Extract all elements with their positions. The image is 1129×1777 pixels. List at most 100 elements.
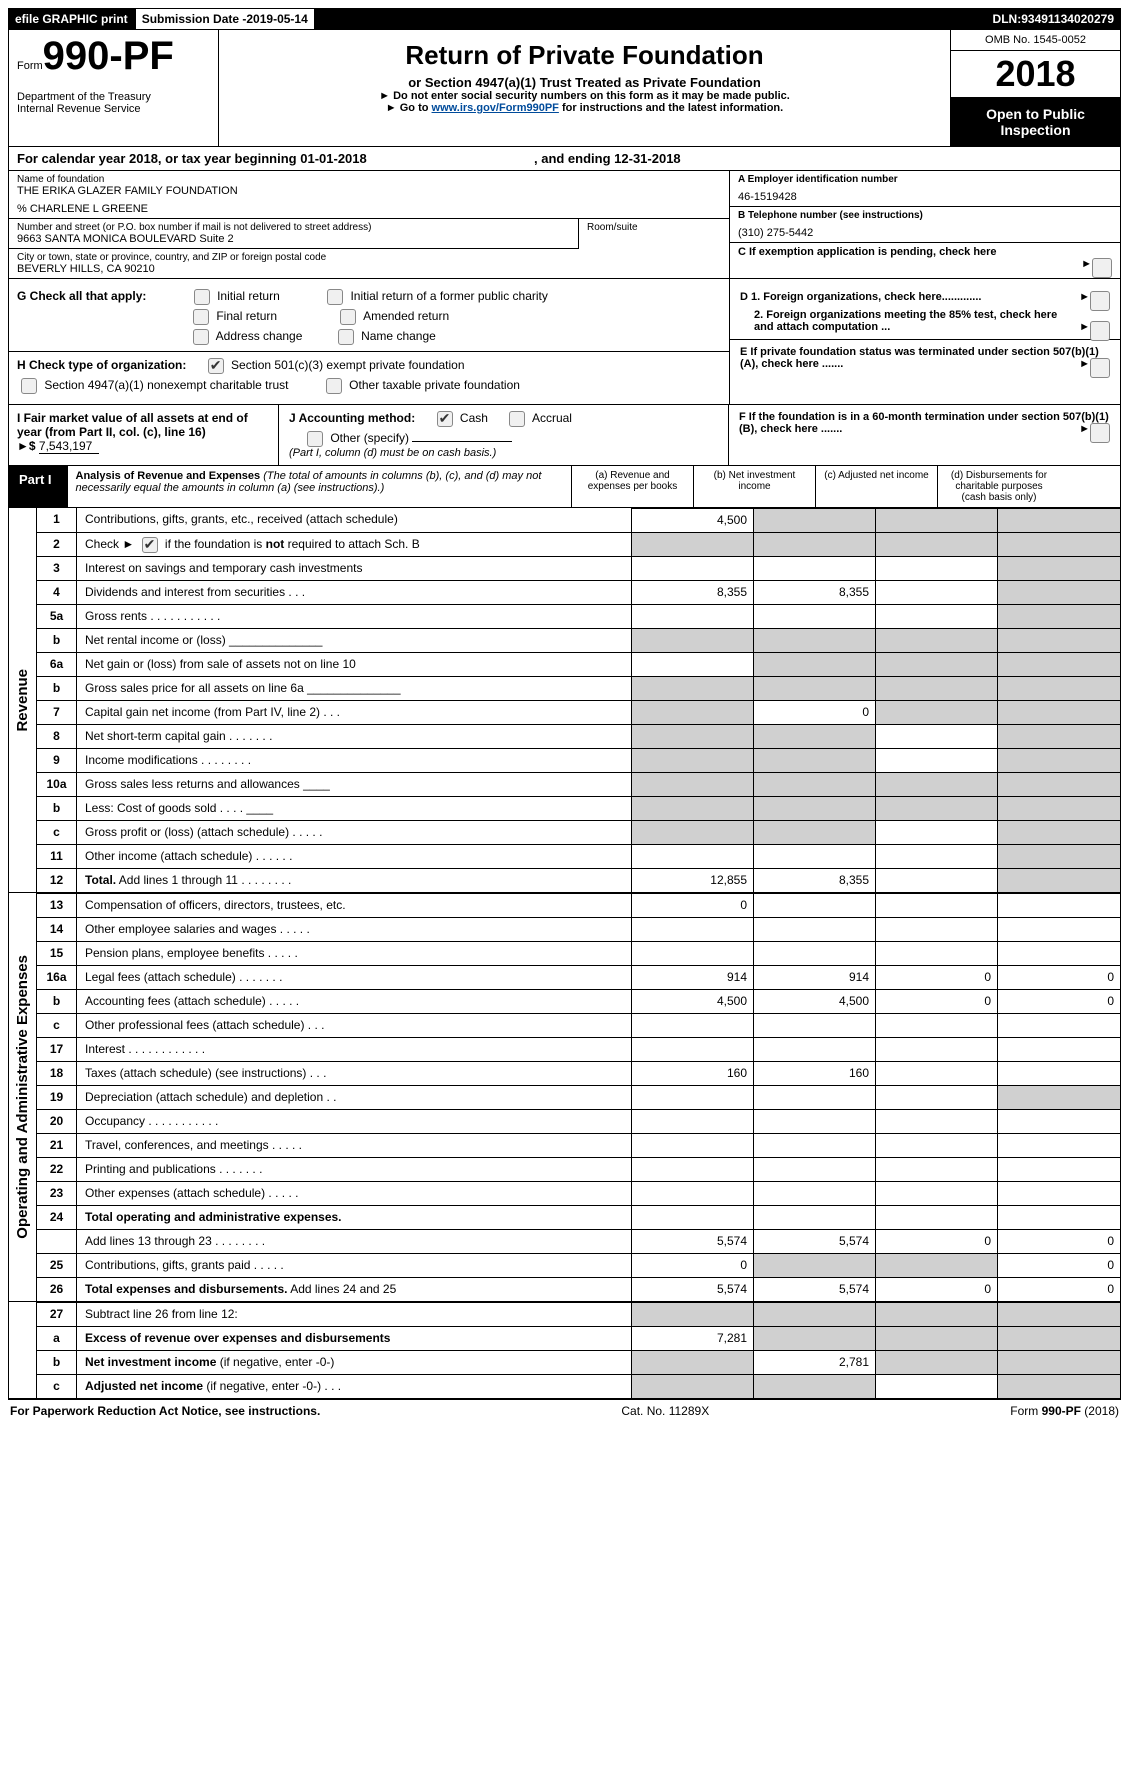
cb-d2[interactable] [1090,321,1110,341]
cb-501c3[interactable] [208,358,224,374]
amount-cell [632,748,754,772]
amount-cell [754,1253,876,1277]
foundation-name-cell: Name of foundation THE ERIKA GLAZER FAMI… [9,171,729,219]
line-desc: Interest . . . . . . . . . . . . [77,1037,632,1061]
amount-cell [998,1181,1120,1205]
cb-name-change[interactable] [338,329,354,345]
address-cell: Number and street (or P.O. box number if… [9,219,579,249]
amount-cell [876,1013,998,1037]
cb-addr-change[interactable] [193,329,209,345]
amount-cell [876,604,998,628]
amount-cell [998,724,1120,748]
amount-cell [998,844,1120,868]
amount-cell [632,844,754,868]
line-desc: Total. Add lines 1 through 11 . . . . . … [77,868,632,892]
line-desc: Excess of revenue over expenses and disb… [77,1326,632,1350]
amount-cell: 160 [632,1061,754,1085]
amount-cell [998,868,1120,892]
amount-cell [632,1157,754,1181]
cb-final[interactable] [193,309,209,325]
irs-link[interactable]: www.irs.gov/Form990PF [432,102,559,114]
amount-cell [632,772,754,796]
amount-cell [998,508,1120,532]
amount-cell: 5,574 [632,1229,754,1253]
amount-cell [998,1157,1120,1181]
line-desc: Gross sales less returns and allowances … [77,772,632,796]
amount-cell [632,820,754,844]
amount-cell [632,1085,754,1109]
cb-d1[interactable] [1090,291,1110,311]
cb-e[interactable] [1090,358,1110,378]
cb-f[interactable] [1090,423,1110,443]
amount-cell [876,1326,998,1350]
amount-cell [876,652,998,676]
amount-cell: 0 [876,989,998,1013]
amount-cell [754,1037,876,1061]
amount-cell [754,1085,876,1109]
table-row: 11Other income (attach schedule) . . . .… [37,844,1120,868]
line-number: b [37,796,77,820]
line-desc: Accounting fees (attach schedule) . . . … [77,989,632,1013]
table-row: 7Capital gain net income (from Part IV, … [37,700,1120,724]
cb-4947[interactable] [21,378,37,394]
line-number: 13 [37,893,77,917]
amount-cell [632,1013,754,1037]
amount-cell [754,844,876,868]
cb-accrual[interactable] [509,411,525,427]
amount-cell [876,700,998,724]
amount-cell: 0 [998,1253,1120,1277]
line-desc: Travel, conferences, and meetings . . . … [77,1133,632,1157]
table-row: 5aGross rents . . . . . . . . . . . [37,604,1120,628]
cb-cash[interactable] [437,411,453,427]
line-desc: Printing and publications . . . . . . . [77,1157,632,1181]
amount-cell [998,1013,1120,1037]
amount-cell [998,1205,1120,1229]
amount-cell: 8,355 [754,580,876,604]
table-row: 3Interest on savings and temporary cash … [37,556,1120,580]
table-row: 27Subtract line 26 from line 12: [37,1302,1120,1326]
header-right: OMB No. 1545-0052 2018 Open to Public In… [950,30,1120,146]
amount-cell [876,1061,998,1085]
amount-cell [998,893,1120,917]
line-number: 22 [37,1157,77,1181]
line-desc: Total expenses and disbursements. Add li… [77,1277,632,1301]
amount-cell [998,748,1120,772]
table-row: bGross sales price for all assets on lin… [37,676,1120,700]
cb-other-method[interactable] [307,431,323,447]
table-row: Add lines 13 through 23 . . . . . . . .5… [37,1229,1120,1253]
table-row: 14Other employee salaries and wages . . … [37,917,1120,941]
cb-initial[interactable] [194,289,210,305]
amount-cell [998,556,1120,580]
line-number: 17 [37,1037,77,1061]
amount-cell: 5,574 [632,1277,754,1301]
amount-cell [998,700,1120,724]
line-desc: Other expenses (attach schedule) . . . .… [77,1181,632,1205]
amount-cell [876,1085,998,1109]
amount-cell [876,917,998,941]
table-row: aExcess of revenue over expenses and dis… [37,1326,1120,1350]
cb-initial-former[interactable] [327,289,343,305]
cb-amended[interactable] [340,309,356,325]
page-footer: For Paperwork Reduction Act Notice, see … [8,1400,1121,1422]
amount-cell [632,1205,754,1229]
cb-other-taxable[interactable] [326,378,342,394]
amount-cell [632,1350,754,1374]
amount-cell [876,580,998,604]
form-header: Form990-PF Department of the Treasury In… [8,30,1121,147]
amount-cell: 914 [632,965,754,989]
cb-sch-b[interactable] [142,537,158,553]
line-number: 14 [37,917,77,941]
line-desc: Adjusted net income (if negative, enter … [77,1374,632,1398]
checkbox-c[interactable] [1092,258,1112,278]
line-desc: Net rental income or (loss) ____________… [77,628,632,652]
line-desc: Subtract line 26 from line 12: [77,1302,632,1326]
amount-cell [876,724,998,748]
amount-cell [754,724,876,748]
expenses-side-label: Operating and Administrative Expenses [9,893,37,1301]
line-desc: Total operating and administrative expen… [77,1205,632,1229]
line-desc: Other professional fees (attach schedule… [77,1013,632,1037]
table-row: 21Travel, conferences, and meetings . . … [37,1133,1120,1157]
amount-cell [998,820,1120,844]
amount-cell [876,1302,998,1326]
amount-cell: 2,781 [754,1350,876,1374]
